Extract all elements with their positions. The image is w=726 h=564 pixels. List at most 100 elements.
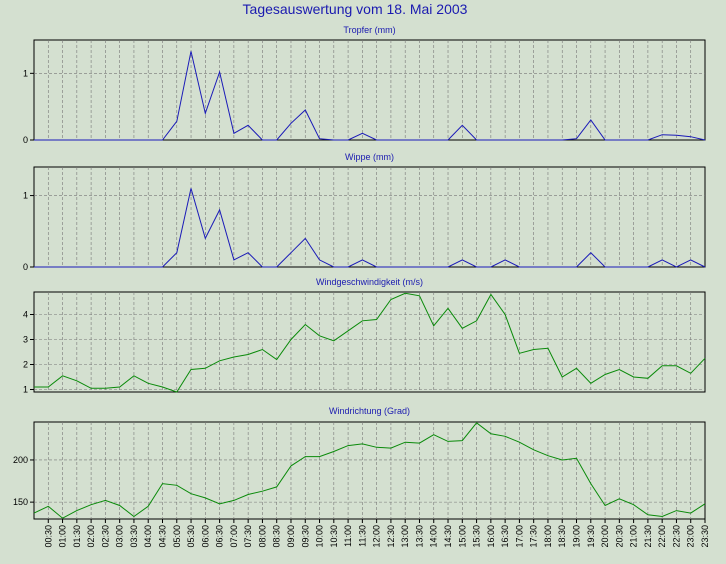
- data-point: [447, 440, 449, 442]
- x-tick-label: 03:30: [129, 525, 139, 548]
- data-point: [632, 503, 634, 505]
- data-point: [333, 340, 335, 342]
- data-point: [118, 386, 120, 388]
- data-point: [575, 367, 577, 369]
- data-point: [661, 133, 663, 135]
- x-tick-label: 16:00: [486, 525, 496, 548]
- data-point: [333, 266, 335, 268]
- y-tick-label: 1: [23, 68, 28, 78]
- panel-2: Wippe (mm) 0 1: [23, 152, 706, 272]
- data-point: [333, 450, 335, 452]
- panel-title: Tropfer (mm): [343, 25, 395, 35]
- data-point: [90, 139, 92, 141]
- data-point: [404, 266, 406, 268]
- data-point: [147, 382, 149, 384]
- data-point: [518, 441, 520, 443]
- data-point: [504, 139, 506, 141]
- x-tick-label: 00:30: [43, 525, 53, 548]
- x-tick-label: 15:30: [472, 525, 482, 548]
- data-point: [618, 498, 620, 500]
- data-point: [561, 139, 563, 141]
- data-point: [575, 266, 577, 268]
- data-point: [261, 266, 263, 268]
- data-point: [233, 259, 235, 261]
- data-point: [147, 505, 149, 507]
- data-point: [404, 292, 406, 294]
- data-point: [632, 139, 634, 141]
- data-point: [161, 482, 163, 484]
- x-tick-label: 11:30: [357, 525, 367, 547]
- data-point: [390, 139, 392, 141]
- x-tick-label: 08:30: [272, 525, 282, 548]
- data-point: [276, 486, 278, 488]
- plot-frame: [33, 421, 706, 520]
- y-tick-label: 200: [13, 455, 28, 465]
- data-point: [404, 139, 406, 141]
- data-point: [604, 373, 606, 375]
- x-tick-label: 18:30: [557, 525, 567, 548]
- x-tick-label: 18:00: [543, 525, 553, 548]
- x-tick-label: 12:30: [386, 525, 396, 548]
- data-point: [218, 71, 220, 73]
- data-point: [532, 266, 534, 268]
- data-point: [33, 266, 35, 268]
- panel-4: Windrichtung (Grad) 150 200: [13, 406, 706, 520]
- data-point: [361, 259, 363, 261]
- data-point: [333, 139, 335, 141]
- data-point: [475, 320, 477, 322]
- plot-frame: [33, 39, 706, 141]
- data-point: [147, 139, 149, 141]
- series-line: [34, 188, 706, 268]
- data-point: [176, 120, 178, 122]
- data-point: [161, 266, 163, 268]
- data-point: [104, 499, 106, 501]
- data-point: [447, 139, 449, 141]
- data-point: [118, 139, 120, 141]
- data-point: [618, 266, 620, 268]
- x-tick-label: 19:30: [586, 525, 596, 548]
- data-point: [276, 358, 278, 360]
- x-tick-label: 06:30: [215, 525, 225, 548]
- data-point: [447, 266, 449, 268]
- data-point: [361, 320, 363, 322]
- data-point: [532, 449, 534, 451]
- data-point: [47, 139, 49, 141]
- data-point: [690, 259, 692, 261]
- data-point: [76, 380, 78, 382]
- data-point: [47, 505, 49, 507]
- data-point: [133, 375, 135, 377]
- data-point: [461, 259, 463, 261]
- x-tick-label: 07:00: [229, 525, 239, 548]
- data-point: [90, 266, 92, 268]
- panel-title: Wippe (mm): [345, 152, 394, 162]
- data-point: [204, 497, 206, 499]
- data-point: [161, 386, 163, 388]
- y-tick-label: 0: [23, 262, 28, 272]
- series-line: [34, 51, 706, 141]
- data-point: [161, 139, 163, 141]
- data-point: [318, 455, 320, 457]
- y-tick-label: 2: [23, 360, 28, 370]
- x-tick-label: 16:30: [500, 525, 510, 548]
- x-tick-label: 05:30: [186, 525, 196, 548]
- data-point: [461, 327, 463, 329]
- data-point: [104, 387, 106, 389]
- data-point: [276, 139, 278, 141]
- data-point: [176, 484, 178, 486]
- data-point: [504, 435, 506, 437]
- data-point: [76, 139, 78, 141]
- data-point: [433, 266, 435, 268]
- data-point: [33, 386, 35, 388]
- panel-title: Windgeschwindigkeit (m/s): [316, 277, 423, 287]
- data-point: [518, 139, 520, 141]
- data-point: [704, 503, 706, 505]
- data-point: [418, 295, 420, 297]
- data-point: [176, 252, 178, 254]
- y-tick-label: 1: [23, 385, 28, 395]
- data-point: [347, 330, 349, 332]
- x-tick-label: 08:00: [257, 525, 267, 548]
- data-point: [704, 139, 706, 141]
- data-point: [433, 139, 435, 141]
- plot-frame: [33, 291, 706, 393]
- data-point: [61, 517, 63, 519]
